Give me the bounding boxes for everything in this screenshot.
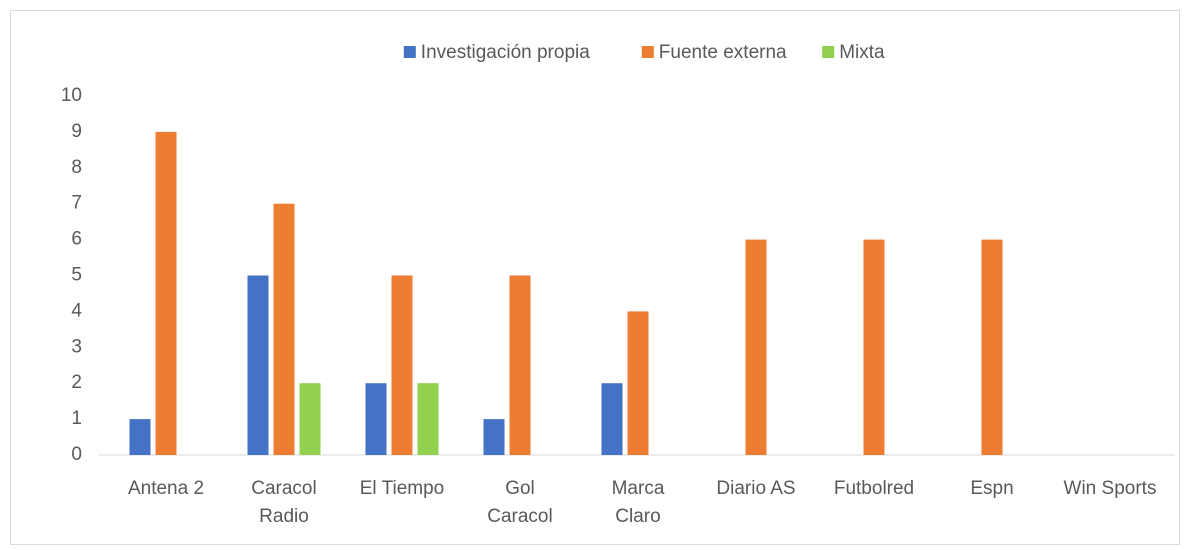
y-tick-label: 2 <box>71 372 82 393</box>
y-tick-label: 7 <box>71 193 82 214</box>
bar <box>509 275 531 455</box>
legend-label: Fuente externa <box>659 42 787 63</box>
bar <box>129 419 151 455</box>
x-tick-label: Futbolred <box>833 478 915 499</box>
bar <box>627 311 649 455</box>
y-tick-label: 6 <box>71 229 82 250</box>
bar <box>863 239 885 455</box>
legend-swatch <box>641 46 654 58</box>
y-tick-label: 8 <box>71 157 82 178</box>
x-tick-label: El Tiempo <box>359 478 445 499</box>
y-tick-label: 9 <box>71 121 82 142</box>
y-tick-label: 1 <box>71 408 82 429</box>
legend-label: Investigación propia <box>421 42 590 63</box>
x-tick-label: Win Sports <box>1063 478 1157 499</box>
y-tick-label: 5 <box>71 265 82 286</box>
y-tick-label: 10 <box>61 85 82 106</box>
bar <box>601 383 623 455</box>
x-tick-label: Diario AS <box>716 478 796 499</box>
chart-frame <box>10 10 1180 545</box>
x-tick-label: Caracol Radio <box>251 478 317 527</box>
y-tick-label: 3 <box>71 336 82 357</box>
bar <box>299 383 321 455</box>
bar <box>247 275 269 455</box>
bar <box>483 419 505 455</box>
x-tick-label: Antena 2 <box>127 478 205 499</box>
bar <box>745 239 767 455</box>
y-tick-label: 0 <box>71 444 82 465</box>
x-tick-label: Gol Caracol <box>487 478 553 527</box>
bar <box>155 131 177 455</box>
x-tick-label: Espn <box>970 478 1014 499</box>
legend-swatch <box>822 46 835 58</box>
bar <box>273 203 295 455</box>
y-tick-label: 4 <box>71 300 82 321</box>
x-tick-label: Marca Claro <box>611 478 665 527</box>
bar <box>391 275 413 455</box>
legend-label: Mixta <box>839 42 885 63</box>
legend-swatch <box>403 46 416 58</box>
bar <box>365 383 387 455</box>
bar <box>981 239 1003 455</box>
bar <box>417 383 439 455</box>
